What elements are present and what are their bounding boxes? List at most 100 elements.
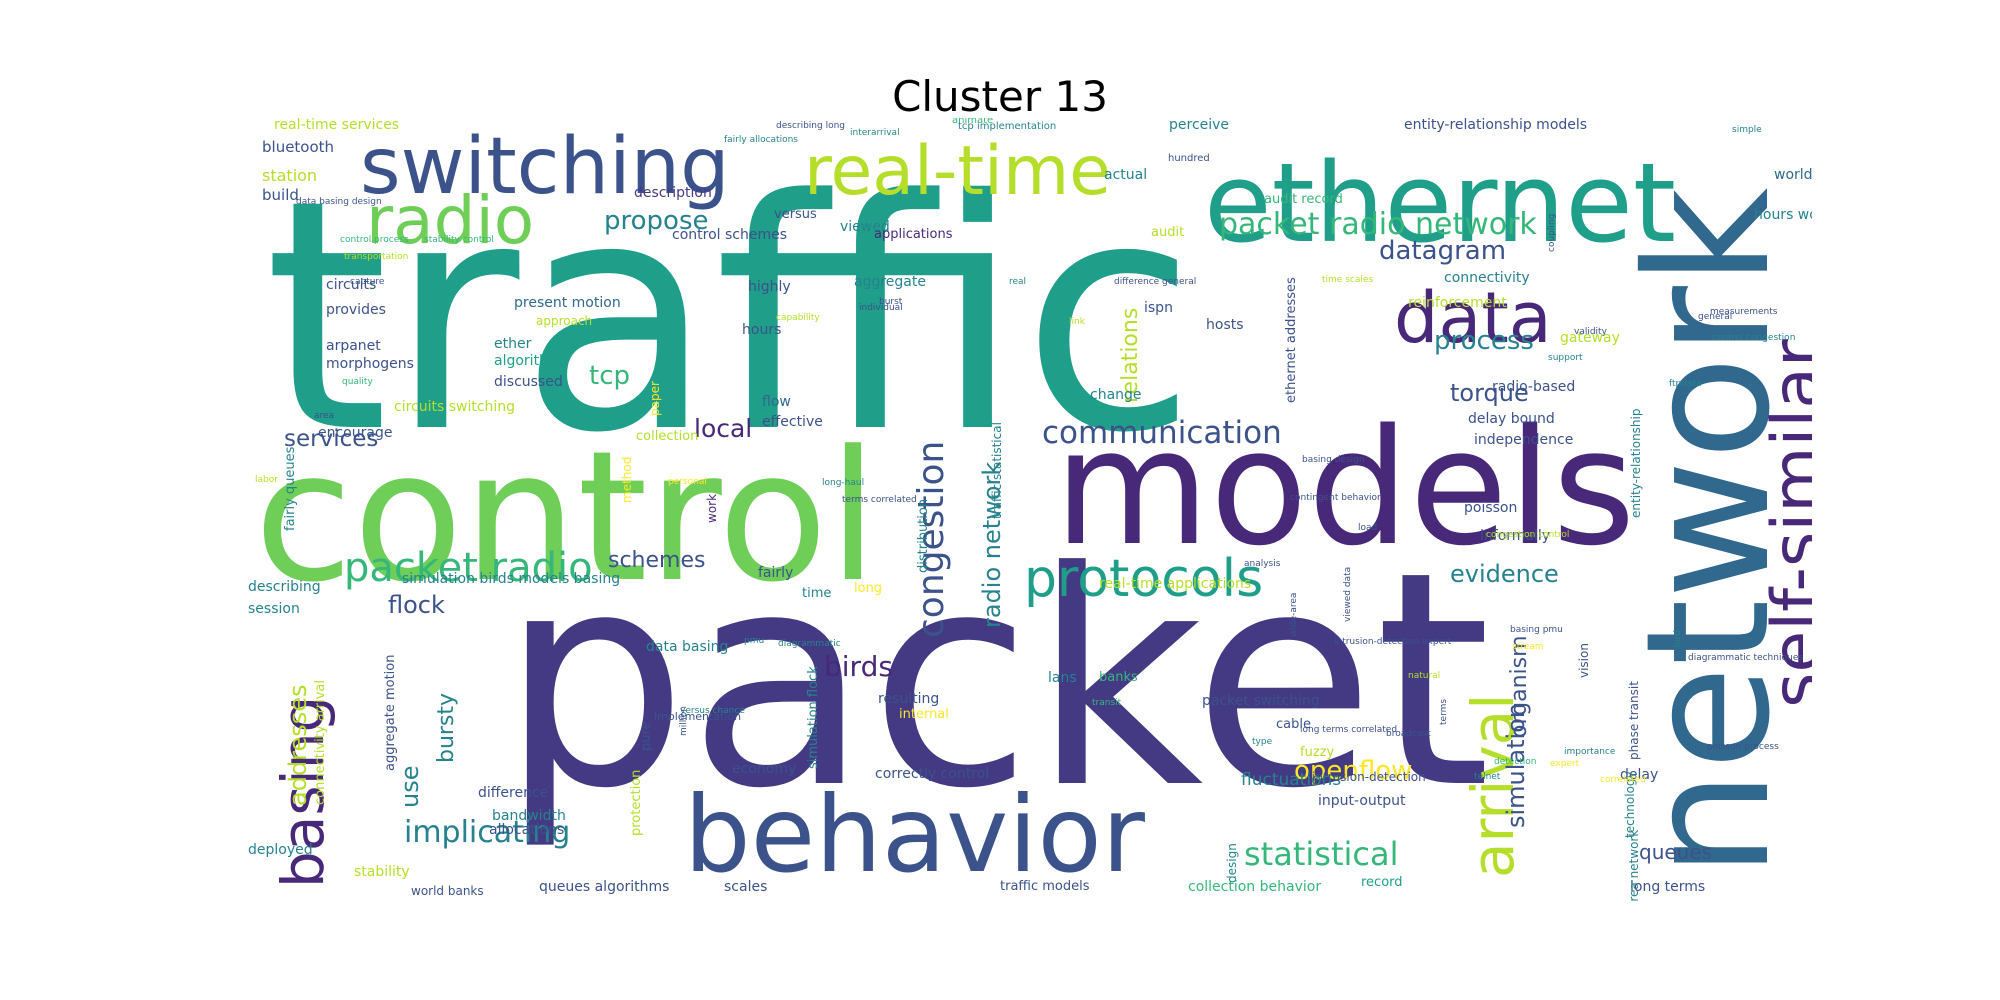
cloud-word: bluetooth xyxy=(262,138,335,156)
cloud-word: aggregate motion xyxy=(383,654,398,772)
cloud-word: approach xyxy=(536,314,593,328)
cloud-word: analysis xyxy=(1244,559,1281,569)
cloud-word: change xyxy=(1090,387,1142,403)
cloud-word: time xyxy=(802,586,832,601)
cloud-word: difference xyxy=(478,785,549,801)
cloud-word: link xyxy=(1069,317,1085,327)
cloud-word: viewed data xyxy=(1343,566,1353,622)
cloud-word: perceive xyxy=(1169,118,1230,133)
cloud-word: bursty xyxy=(434,692,459,763)
cloud-word: encourage xyxy=(318,425,393,441)
cloud-word: use xyxy=(396,765,424,808)
cloud-word: packet radio network xyxy=(1219,207,1537,242)
cloud-word: discussed xyxy=(494,374,563,390)
cloud-word: propose xyxy=(604,206,709,236)
cloud-word: natural xyxy=(1408,671,1441,681)
cloud-word: difference general xyxy=(1114,277,1197,287)
cloud-word: hours xyxy=(742,322,782,338)
cloud-word: control schemes xyxy=(672,227,788,243)
cloud-word: real-time xyxy=(804,132,1112,211)
cloud-word: lans xyxy=(1048,670,1077,686)
cloud-word: ethernet xyxy=(1204,139,1677,267)
cloud-word: traffic statistical xyxy=(990,422,1004,519)
cloud-word: provides xyxy=(326,302,386,318)
cloud-word: basing design xyxy=(1302,455,1365,465)
cloud-word: description xyxy=(634,185,712,201)
cloud-word: local xyxy=(694,414,753,443)
cloud-word: implicating xyxy=(404,815,571,850)
cloud-word: personal xyxy=(668,477,707,487)
cloud-word: individual xyxy=(859,303,903,313)
cloud-word: real xyxy=(1009,277,1027,287)
cloud-word: hours work xyxy=(1754,207,1812,223)
cloud-word: collection xyxy=(636,429,699,444)
cloud-word: ether xyxy=(494,336,532,352)
cloud-word: deployed xyxy=(248,842,313,858)
cloud-word: control process xyxy=(340,235,409,245)
cloud-word: labor xyxy=(255,475,278,485)
cloud-word: control congestion xyxy=(1712,333,1796,343)
cloud-word: protection xyxy=(629,769,644,836)
cloud-word: data basing xyxy=(646,639,729,655)
cloud-word: coupling xyxy=(1547,213,1557,252)
cloud-word: vision xyxy=(1577,643,1591,678)
cloud-word: fuzzy xyxy=(1300,745,1335,760)
cloud-word: arpanet xyxy=(326,338,381,354)
cloud-word: entity-relationship xyxy=(1629,408,1643,519)
cloud-word: method xyxy=(620,456,634,503)
cloud-word: capability xyxy=(776,313,820,323)
cloud-word: schemes xyxy=(608,548,706,573)
cloud-word: world xyxy=(1774,167,1812,183)
cloud-word: detection xyxy=(1494,757,1537,767)
cloud-word: services xyxy=(284,426,379,452)
cloud-word: delay xyxy=(1620,767,1659,783)
cloud-word: record xyxy=(1361,875,1403,890)
cloud-word: data xyxy=(1394,277,1552,359)
cloud-word: models xyxy=(1054,394,1636,581)
cloud-word: measurements xyxy=(1710,307,1778,317)
cloud-word: actual xyxy=(1104,167,1148,183)
cloud-word: birds xyxy=(824,650,893,683)
cloud-word: paper xyxy=(648,381,662,416)
cloud-word: traffic xyxy=(264,132,1197,502)
cloud-word: ford xyxy=(1673,630,1683,648)
cloud-word: transportation xyxy=(344,252,409,262)
cloud-word: simple xyxy=(1732,125,1762,135)
cloud-word: work xyxy=(705,493,719,523)
cloud-word: area network xyxy=(1627,829,1641,902)
cloud-word: flow xyxy=(762,394,791,410)
cloud-word: intrusion-detection expert xyxy=(1334,637,1452,647)
cloud-word: stability control xyxy=(424,235,494,245)
cloud-word: basing pmu xyxy=(1510,625,1563,635)
word-cloud: traffic packet control models network etherne… xyxy=(244,118,1812,902)
cloud-word: radio xyxy=(366,182,535,259)
cloud-word: stability xyxy=(354,864,410,880)
cloud-word: bandwidth xyxy=(492,808,566,824)
cloud-word: allocations xyxy=(489,822,565,838)
cloud-word: addresses xyxy=(284,684,312,806)
cloud-word: interarrival xyxy=(850,128,900,138)
cloud-word: hosts xyxy=(1206,317,1244,333)
cloud-word: long terms correlated xyxy=(1300,725,1398,735)
cloud-word: implementation xyxy=(654,710,742,723)
cloud-word: data basing design xyxy=(296,197,382,207)
cloud-word: animate xyxy=(952,118,994,126)
cloud-word: session xyxy=(248,601,300,617)
cloud-word: correlated xyxy=(1600,775,1646,785)
cloud-word: queues xyxy=(1639,840,1713,864)
cloud-word: audit record xyxy=(1264,192,1343,207)
cloud-word: telnet xyxy=(1474,772,1501,782)
cloud-word: general xyxy=(1698,312,1733,322)
cloud-word: datagram xyxy=(1379,236,1507,266)
cloud-word: fluctuations xyxy=(1241,770,1342,790)
cloud-word: versus xyxy=(774,207,817,222)
cloud-word: radio-based xyxy=(1492,379,1576,395)
cloud-word: fairly queues xyxy=(283,446,298,531)
cloud-word: burst xyxy=(879,297,903,307)
cloud-word: load xyxy=(1358,523,1378,533)
cloud-word: audit xyxy=(1151,225,1185,240)
cloud-word: terms correlated xyxy=(842,495,917,505)
chart-title: Cluster 13 xyxy=(892,72,1108,121)
cloud-word: million xyxy=(679,706,689,736)
cloud-word: packet xyxy=(500,508,1492,853)
